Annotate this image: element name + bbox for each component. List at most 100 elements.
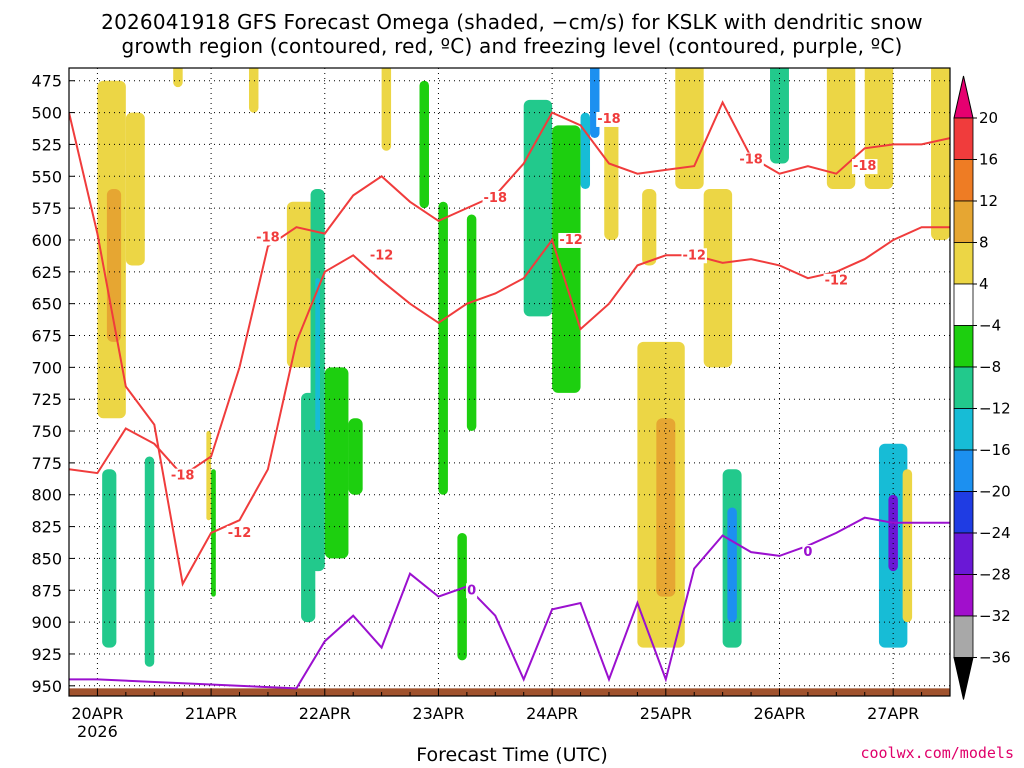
plot-frame [68, 67, 951, 697]
contour-label-minus18-b: -18 [171, 469, 195, 484]
site-credit[interactable]: coolwx.com/models [860, 744, 1014, 762]
colorbar-swatch-2 [953, 159, 974, 202]
colorbar-tick-label: −28 [979, 566, 1011, 584]
contour-label-minus18-f-bg [851, 159, 878, 175]
x-tick-label-27APR: 27APR [867, 704, 919, 723]
colorbar-tick-label: 12 [979, 192, 998, 210]
contour-label-minus12-a: -12 [370, 248, 394, 263]
omega-region-21 [552, 125, 581, 393]
colorbar-tick-label: −20 [979, 483, 1011, 501]
omega-region-19 [457, 532, 467, 661]
omega-region-2 [125, 112, 145, 266]
colorbar-tick-label: −24 [979, 524, 1011, 542]
contour-label-minus12-b-bg [226, 525, 253, 541]
colorbar-tick-label: −12 [979, 400, 1011, 418]
colorbar-tick-label: −32 [979, 607, 1011, 625]
colorbar-tick-label: 4 [979, 275, 989, 293]
omega-region-6 [206, 431, 212, 521]
terrain-layer [69, 688, 950, 696]
omega-region-17 [438, 201, 448, 495]
colorbar-tick-label: −16 [979, 441, 1011, 459]
colorbar-swatch-12 [953, 574, 974, 617]
contour-label-minus12-c-bg [558, 232, 584, 248]
y-tick-label-925: 925 [31, 645, 62, 664]
colorbar-tick-label: −8 [979, 358, 1001, 376]
y-tick-label-575: 575 [31, 199, 62, 218]
omega-region-31 [727, 507, 737, 623]
omega-region-25 [642, 189, 657, 266]
chart-title-line-2: growth region (contoured, red, ºC) and f… [121, 34, 903, 58]
colorbar-swatch-6 [953, 325, 974, 368]
contour-label-minus12-b: -12 [228, 526, 252, 541]
grid-layer [69, 68, 950, 696]
contour-label-minus18-f: -18 [853, 159, 877, 174]
colorbar: 20 16 12 8 4 −4 −8 −12 −16 −20 −24 −28 −32 −36 [953, 75, 1011, 700]
y-tick-label-850: 850 [31, 549, 62, 568]
x-tick-year-label: 2026 [77, 722, 118, 741]
y-tick-label-875: 875 [31, 581, 62, 600]
omega-region-9 [286, 201, 316, 368]
y-tick-label-600: 600 [31, 231, 62, 250]
y-tick-label-800: 800 [31, 486, 62, 505]
contour-layer: -18 -18 -18 -18 -18 -18 -12 -12 -12 -12 -12 0 0 [69, 100, 950, 690]
omega-region-36 [888, 494, 898, 572]
colorbar-swatch-11 [953, 532, 974, 575]
contour-label-minus18-b-bg [169, 468, 196, 484]
omega-region-32 [770, 68, 789, 164]
x-tick-label-26APR: 26APR [753, 704, 805, 723]
omega-region-13 [324, 367, 349, 559]
contour-label-minus12-a-bg [368, 248, 395, 264]
y-axis: 475 500 525 550 575 600 625 650 675 700 725 750 775 8… [31, 72, 75, 696]
x-axis: 20APR 21APR 22APR 23APR 24APR 25APR 26APR 27APR… [71, 689, 923, 741]
colorbar-swatch-8 [953, 408, 974, 451]
x-axis-title: Forecast Time (UTC) [416, 744, 608, 766]
y-tick-label-500: 500 [31, 104, 62, 123]
colorbar-swatch-9 [953, 449, 974, 492]
contour-label-minus18-c: -18 [484, 191, 508, 206]
omega-region-20 [523, 99, 553, 317]
y-tick-label-625: 625 [31, 263, 62, 282]
y-tick-label-750: 750 [31, 422, 62, 441]
colorbar-arrow-top [953, 75, 974, 119]
y-tick-label-950: 950 [31, 677, 62, 696]
omega-region-37 [902, 469, 913, 623]
y-tick-label-725: 725 [31, 390, 62, 409]
colorbar-swatch-7 [953, 366, 974, 409]
omega-region-14 [348, 418, 363, 495]
contour-label-minus18-d-bg [596, 111, 622, 127]
contour-label-minus12-c: -12 [559, 233, 583, 248]
y-tick-label-775: 775 [31, 454, 62, 473]
y-tick-label-475: 475 [31, 72, 62, 91]
omega-region-12 [315, 278, 321, 432]
colorbar-tick-label: −4 [979, 317, 1001, 335]
contour-label-zero-b-bg [802, 545, 814, 561]
contour-label-zero-a: 0 [467, 583, 476, 598]
colorbar-tick-label: 16 [979, 151, 998, 169]
contour-label-minus12-d: -12 [682, 248, 706, 263]
omega-region-22 [580, 112, 591, 190]
omega-region-33 [826, 68, 856, 190]
terrain-fill [69, 688, 950, 696]
omega-region-34 [864, 68, 894, 190]
y-tick-label-650: 650 [31, 295, 62, 314]
omega-region-7 [211, 469, 216, 597]
x-tick-label-20APR: 20APR [71, 704, 123, 723]
y-tick-label-900: 900 [31, 613, 62, 632]
contour-label-minus12-d-bg [681, 248, 707, 264]
x-tick-label-25APR: 25APR [640, 704, 692, 723]
colorbar-tick-label: −36 [979, 649, 1011, 667]
colorbar-swatch-4 [953, 242, 974, 285]
x-tick-label-24APR: 24APR [526, 704, 578, 723]
contour-label-minus18-a: -18 [256, 230, 280, 245]
contour-label-minus18-d: -18 [597, 112, 621, 127]
omega-region-4 [144, 456, 155, 667]
contour-label-minus12-e: -12 [825, 274, 849, 289]
omega-region-38 [931, 68, 950, 240]
dgz-contour-minus12 [69, 112, 950, 587]
x-tick-label-21APR: 21APR [185, 704, 237, 723]
contour-label-zero-a-bg [466, 583, 478, 599]
colorbar-swatch-10 [953, 491, 974, 534]
y-tick-label-675: 675 [31, 327, 62, 346]
omega-region-8 [248, 68, 259, 113]
